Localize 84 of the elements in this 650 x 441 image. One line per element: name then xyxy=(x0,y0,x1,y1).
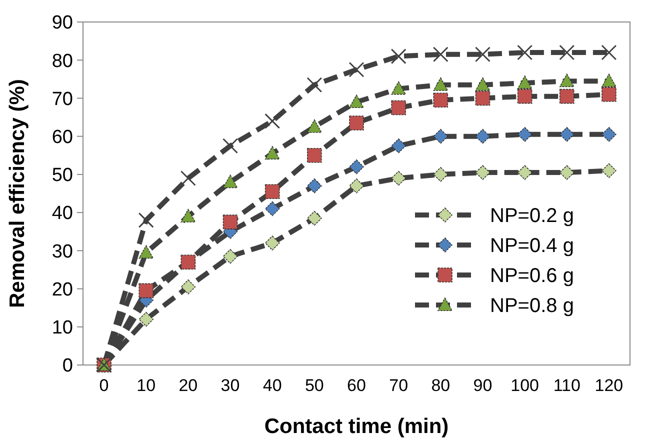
point xyxy=(517,127,532,142)
y-tick-label: 70 xyxy=(52,88,73,110)
y-tick-label: 50 xyxy=(52,165,73,186)
point xyxy=(307,178,322,194)
point xyxy=(138,245,154,259)
y-tick-label: 30 xyxy=(52,241,73,262)
point xyxy=(559,44,575,60)
point xyxy=(391,138,406,154)
point xyxy=(602,163,616,178)
point xyxy=(559,74,574,88)
x-tick-label: 120 xyxy=(594,376,624,395)
point xyxy=(517,88,532,104)
x-tick-label: 10 xyxy=(136,376,156,395)
point xyxy=(349,159,364,174)
point xyxy=(307,119,322,133)
point xyxy=(391,81,406,95)
x-tick-label: 40 xyxy=(262,376,282,395)
point xyxy=(517,44,533,60)
point xyxy=(517,165,532,180)
legend-label: NP=0.4 g xyxy=(490,235,574,257)
point xyxy=(180,279,196,294)
x-tick-label: 50 xyxy=(304,376,324,395)
point xyxy=(180,208,196,222)
legend-label: NP=0.2 g xyxy=(490,205,574,227)
legend-label: NP=0.8 g xyxy=(490,295,574,317)
point xyxy=(602,127,616,142)
point xyxy=(391,100,406,116)
x-tick-label: 20 xyxy=(178,376,198,395)
point xyxy=(390,48,406,64)
point xyxy=(349,178,364,194)
legend-label: NP=0.6 g xyxy=(490,265,574,287)
point xyxy=(138,212,154,228)
point xyxy=(264,201,280,216)
point xyxy=(475,90,490,106)
y-tick-label: 60 xyxy=(52,126,73,148)
point xyxy=(180,170,196,186)
x-tick-label: 90 xyxy=(473,376,492,395)
point xyxy=(138,312,154,327)
point xyxy=(264,146,280,160)
point xyxy=(475,128,490,144)
point xyxy=(222,248,238,264)
point xyxy=(264,184,280,199)
y-tick-label: 0 xyxy=(62,356,73,377)
y-tick-label: 20 xyxy=(52,279,73,300)
point xyxy=(433,128,448,144)
point xyxy=(475,77,490,91)
point xyxy=(264,113,280,129)
y-tick-label: 90 xyxy=(52,12,73,34)
point xyxy=(517,76,532,89)
point xyxy=(264,236,280,250)
point xyxy=(602,74,616,88)
point xyxy=(138,283,154,298)
point xyxy=(433,92,448,108)
point xyxy=(222,138,238,154)
point xyxy=(475,165,490,180)
y-tick-label: 80 xyxy=(52,50,73,72)
point xyxy=(559,88,574,104)
point xyxy=(432,46,448,62)
x-tick-label: 70 xyxy=(389,376,408,395)
point xyxy=(222,214,238,230)
point xyxy=(433,167,448,182)
point xyxy=(559,127,574,142)
point xyxy=(602,87,616,102)
x-tick-label: 80 xyxy=(431,376,450,395)
x-tick-label: 110 xyxy=(553,376,580,395)
point xyxy=(222,174,238,188)
point xyxy=(391,170,406,186)
y-axis-title: Removal efficiency (%) xyxy=(6,79,29,308)
point xyxy=(601,44,617,60)
point xyxy=(349,94,364,108)
point xyxy=(349,116,364,130)
point xyxy=(307,210,322,226)
x-axis-title: Contact time (min) xyxy=(264,415,449,438)
y-tick-label: 10 xyxy=(52,318,73,339)
point xyxy=(559,165,574,180)
point xyxy=(307,148,322,163)
point xyxy=(474,46,490,62)
x-tick-label: 100 xyxy=(510,376,539,395)
point xyxy=(433,77,448,91)
x-tick-label: 60 xyxy=(347,376,366,395)
point xyxy=(348,62,364,78)
x-tick-label: 0 xyxy=(99,376,109,395)
x-tick-label: 30 xyxy=(220,376,240,395)
y-tick-label: 40 xyxy=(52,203,73,224)
